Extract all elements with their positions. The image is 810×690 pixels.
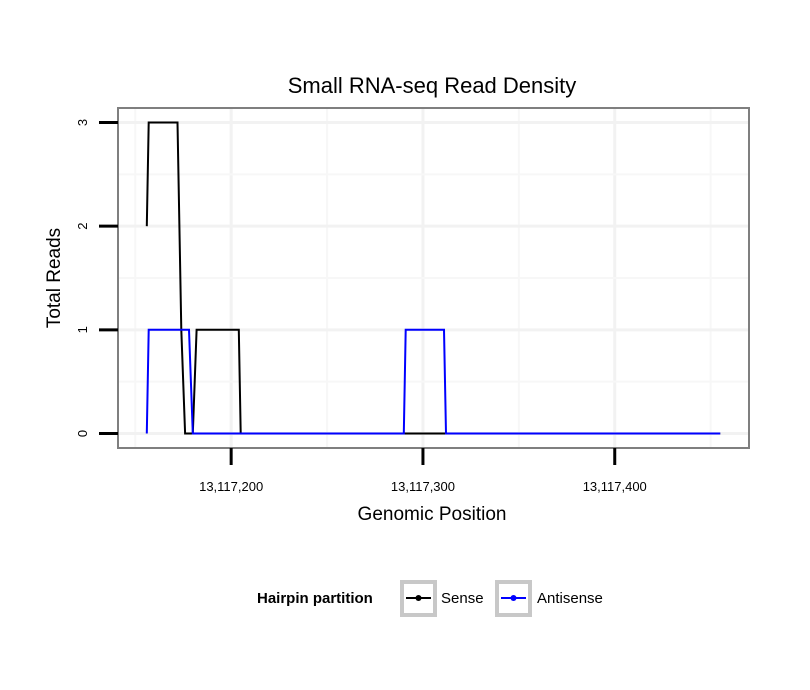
- series-line-antisense: [145, 328, 721, 435]
- series-line-sense: [145, 121, 721, 435]
- legend-point-sense: [415, 595, 422, 601]
- y-axis-ticks: 0 1 2 3: [75, 119, 118, 437]
- y-tick-label: 1: [75, 326, 90, 333]
- series-layer: [145, 121, 721, 435]
- legend-point-antisense: [510, 595, 517, 601]
- legend-title: Hairpin partition: [257, 590, 373, 607]
- x-tick-label: 13,117,400: [583, 479, 647, 494]
- y-tick-label: 0: [75, 430, 90, 437]
- legend-label-sense: Sense: [441, 590, 484, 607]
- legend-item-antisense: Antisense: [495, 580, 603, 617]
- x-tick-label: 13,117,300: [391, 479, 455, 494]
- legend: Hairpin partition Sense Antisense: [257, 580, 603, 617]
- plot-border: [117, 107, 750, 449]
- y-tick-label: 3: [75, 119, 90, 126]
- x-tick-label: 13,117,200: [199, 479, 263, 494]
- legend-item-sense: Sense: [400, 580, 484, 617]
- x-axis-title: Genomic Position: [358, 504, 507, 525]
- y-tick-label: 2: [75, 223, 90, 230]
- plot-area: [117, 107, 750, 449]
- x-axis-ticks: 13,117,200 13,117,300 13,117,400: [199, 448, 647, 494]
- chart-title: Small RNA-seq Read Density: [288, 73, 577, 98]
- y-axis-title: Total Reads: [44, 228, 65, 328]
- legend-label-antisense: Antisense: [537, 590, 603, 607]
